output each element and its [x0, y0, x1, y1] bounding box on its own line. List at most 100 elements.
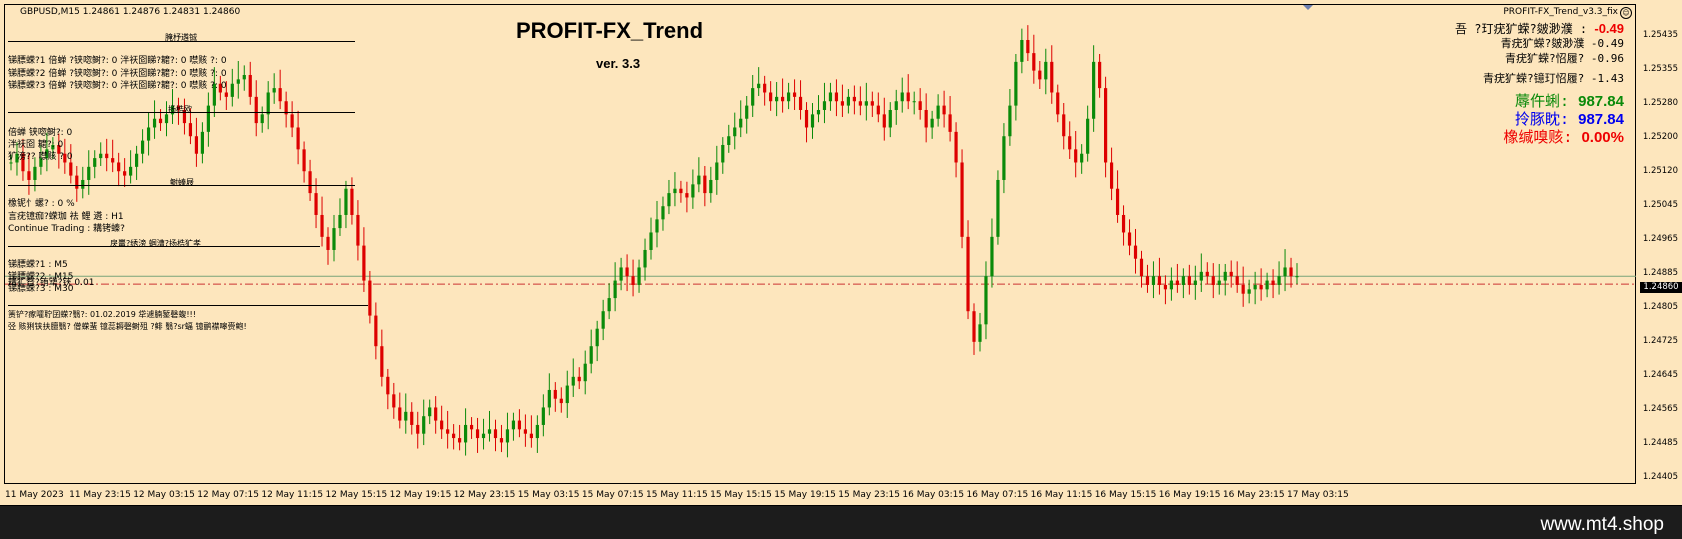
candle[interactable]	[637, 259, 641, 293]
candle[interactable]	[129, 150, 133, 184]
candle[interactable]	[206, 92, 210, 147]
candle[interactable]	[386, 368, 390, 410]
candle[interactable]	[15, 142, 19, 176]
candle[interactable]	[1229, 260, 1233, 288]
candle[interactable]	[326, 227, 330, 265]
candle[interactable]	[918, 88, 922, 120]
candle[interactable]	[440, 405, 444, 439]
candle[interactable]	[625, 254, 629, 292]
candle[interactable]	[846, 88, 850, 114]
candle[interactable]	[21, 138, 25, 181]
candle[interactable]	[535, 415, 539, 453]
candle[interactable]	[888, 102, 892, 138]
candle[interactable]	[972, 303, 976, 355]
candle[interactable]	[1169, 267, 1173, 301]
candle[interactable]	[499, 424, 504, 453]
candle[interactable]	[607, 283, 611, 320]
candle[interactable]	[769, 81, 773, 111]
candle[interactable]	[1062, 102, 1066, 150]
candle[interactable]	[493, 419, 498, 452]
candle[interactable]	[182, 98, 187, 135]
candle[interactable]	[733, 112, 737, 150]
candle[interactable]	[1187, 264, 1191, 295]
candle[interactable]	[990, 218, 994, 288]
chart-window[interactable]: GBPUSD,M15 1.24861 1.24876 1.24831 1.248…	[0, 0, 1682, 506]
candle[interactable]	[697, 157, 701, 193]
candle[interactable]	[978, 312, 982, 352]
candle[interactable]	[1074, 130, 1078, 178]
candle[interactable]	[123, 158, 127, 187]
candle[interactable]	[308, 159, 312, 201]
candle[interactable]	[505, 412, 510, 458]
candle[interactable]	[63, 138, 67, 174]
candle[interactable]	[51, 137, 55, 159]
candle[interactable]	[344, 180, 348, 229]
candle[interactable]	[260, 106, 264, 133]
candle[interactable]	[1217, 263, 1221, 295]
candle[interactable]	[1163, 275, 1168, 305]
candle[interactable]	[942, 90, 946, 128]
candle[interactable]	[661, 196, 665, 231]
candle[interactable]	[1008, 88, 1012, 146]
candle[interactable]	[1086, 105, 1090, 162]
candle[interactable]	[1295, 263, 1299, 285]
candle[interactable]	[1211, 263, 1215, 299]
candle[interactable]	[1265, 272, 1269, 298]
plot-area[interactable]	[4, 4, 1636, 484]
candle[interactable]	[416, 411, 420, 449]
candle[interactable]	[481, 418, 486, 450]
candle[interactable]	[948, 95, 952, 142]
candle[interactable]	[170, 88, 175, 124]
candle[interactable]	[45, 132, 49, 172]
candle[interactable]	[105, 138, 109, 172]
candle[interactable]	[422, 399, 426, 446]
candle[interactable]	[290, 101, 294, 138]
candle[interactable]	[816, 95, 821, 123]
candle[interactable]	[200, 122, 204, 164]
candle[interactable]	[1050, 45, 1054, 104]
candle[interactable]	[613, 262, 617, 312]
candle[interactable]	[368, 270, 372, 324]
candle[interactable]	[1175, 263, 1179, 293]
candle[interactable]	[39, 144, 43, 175]
candle[interactable]	[338, 198, 342, 236]
candle[interactable]	[619, 257, 623, 291]
candle[interactable]	[1092, 45, 1096, 132]
candle[interactable]	[428, 399, 432, 425]
candle[interactable]	[1109, 147, 1114, 201]
candle[interactable]	[1283, 249, 1287, 292]
candle[interactable]	[649, 217, 653, 260]
candle[interactable]	[164, 101, 169, 137]
candle[interactable]	[577, 367, 581, 390]
candle[interactable]	[631, 259, 635, 297]
candle[interactable]	[272, 73, 276, 104]
candle[interactable]	[709, 166, 713, 203]
candle[interactable]	[1271, 269, 1275, 299]
candle[interactable]	[362, 227, 366, 292]
candle[interactable]	[93, 150, 97, 179]
candle[interactable]	[876, 92, 880, 123]
candle[interactable]	[1193, 265, 1197, 300]
candle[interactable]	[475, 417, 480, 453]
candle[interactable]	[655, 200, 659, 248]
candle[interactable]	[284, 91, 288, 128]
candle[interactable]	[69, 144, 73, 184]
candle[interactable]	[906, 74, 910, 110]
candle[interactable]	[446, 410, 450, 449]
candle[interactable]	[1133, 228, 1138, 274]
candle[interactable]	[511, 412, 516, 441]
candle[interactable]	[230, 68, 234, 107]
candle[interactable]	[1127, 219, 1132, 256]
candle[interactable]	[882, 97, 886, 141]
candle[interactable]	[1038, 60, 1042, 89]
candle[interactable]	[75, 165, 79, 202]
candle[interactable]	[1068, 121, 1072, 159]
candle[interactable]	[960, 149, 964, 249]
candle[interactable]	[810, 102, 815, 139]
candle[interactable]	[739, 100, 743, 138]
candle[interactable]	[786, 82, 791, 110]
candle[interactable]	[320, 196, 324, 247]
candle[interactable]	[469, 417, 474, 439]
candle[interactable]	[212, 67, 216, 117]
candle[interactable]	[721, 137, 725, 174]
